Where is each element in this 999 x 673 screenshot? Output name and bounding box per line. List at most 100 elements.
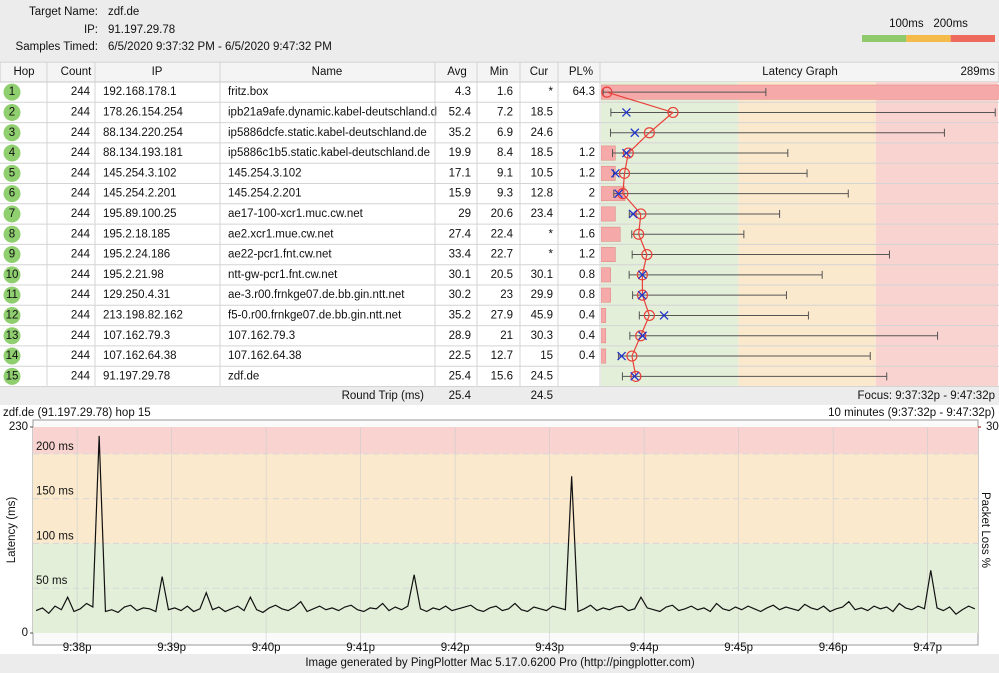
x-tick-label: 9:39p xyxy=(157,642,186,654)
avg-marker xyxy=(633,228,645,240)
cell-count: 244 xyxy=(71,147,91,159)
cell-ip: 213.198.82.162 xyxy=(103,309,183,321)
cell-count: 244 xyxy=(71,350,91,362)
y-axis-label: Latency (ms) xyxy=(6,497,18,564)
table-header xyxy=(0,61,999,83)
cell-avg: 19.9 xyxy=(449,147,471,159)
cell-count: 244 xyxy=(71,309,91,321)
cell-name: ae2.xcr1.mue.cw.net xyxy=(228,228,334,240)
ip-label: IP: xyxy=(84,24,98,36)
round-trip-cur: 24.5 xyxy=(531,390,553,402)
cell-cur: 24.6 xyxy=(531,127,553,139)
cell-hop: 3 xyxy=(9,127,15,139)
cell-avg: 15.9 xyxy=(449,188,471,200)
packet-loss-bar xyxy=(601,226,621,242)
hop-badge xyxy=(3,144,21,162)
cell-count: 244 xyxy=(71,249,91,261)
cell-min: 22.7 xyxy=(491,249,513,261)
cur-marker xyxy=(630,371,640,381)
cell-hop: 6 xyxy=(9,188,15,200)
x-tick-label: 9:46p xyxy=(819,642,848,654)
cell-min: 20.6 xyxy=(491,208,513,220)
x-tick-label: 9:41p xyxy=(346,642,375,654)
avg-marker xyxy=(626,350,638,362)
cur-marker xyxy=(628,209,638,219)
samples-value: 6/5/2020 9:37:32 PM - 6/5/2020 9:47:32 P… xyxy=(108,41,332,53)
cur-marker xyxy=(614,189,624,199)
y-tick-label: 50 ms xyxy=(36,575,68,587)
cell-min: 12.7 xyxy=(491,350,513,362)
cell-name: 145.254.3.102 xyxy=(228,167,302,179)
avg-marker xyxy=(635,208,647,220)
cell-hop: 5 xyxy=(9,167,15,179)
round-trip-label: Round Trip (ms) xyxy=(342,390,425,402)
cur-marker xyxy=(621,107,631,117)
cell-min: 15.6 xyxy=(491,370,513,382)
cell-hop: 13 xyxy=(6,330,19,342)
cell-name: fritz.box xyxy=(228,86,269,98)
cell-avg: 35.2 xyxy=(449,127,471,139)
cell-pl: 0.4 xyxy=(579,330,596,342)
cell-name: 107.162.64.38 xyxy=(228,350,302,362)
column-header: Min xyxy=(490,66,509,78)
cell-ip: 192.168.178.1 xyxy=(103,86,177,98)
cell-ip: 145.254.3.102 xyxy=(103,167,177,179)
cell-hop: 7 xyxy=(9,208,15,220)
cell-cur: 18.5 xyxy=(531,106,553,118)
hop-badge xyxy=(3,164,21,182)
cell-min: 22.4 xyxy=(491,228,514,240)
y-tick-label: 0 xyxy=(22,627,28,639)
cell-name: 107.162.79.3 xyxy=(228,330,295,342)
round-trip-row xyxy=(0,386,999,405)
cell-count: 244 xyxy=(71,370,91,382)
cell-pl: 1.2 xyxy=(579,147,595,159)
cell-name: ae-3.r00.frnkge07.de.bb.gin.ntt.net xyxy=(228,289,405,301)
cell-avg: 4.3 xyxy=(455,86,471,98)
hop-badge xyxy=(3,103,21,121)
hop-badge xyxy=(3,205,21,223)
column-header: Cur xyxy=(530,66,549,78)
cur-marker xyxy=(638,331,648,341)
cell-avg: 27.4 xyxy=(449,228,472,240)
packet-loss-bar xyxy=(601,308,607,323)
x-tick-label: 9:44p xyxy=(630,642,659,654)
cell-avg: 25.4 xyxy=(449,370,472,382)
cell-avg: 29 xyxy=(458,208,471,220)
legend-swatch xyxy=(950,35,995,42)
cell-min: 23 xyxy=(500,289,513,301)
column-header: Avg xyxy=(447,66,467,78)
cell-name: ntt-gw-pcr1.fnt.cw.net xyxy=(228,269,338,281)
cell-hop: 12 xyxy=(6,309,19,321)
cell-hop: 4 xyxy=(9,147,16,159)
avg-marker xyxy=(618,167,631,179)
cell-ip: 195.2.24.186 xyxy=(103,249,170,261)
cell-cur: 12.8 xyxy=(531,188,553,200)
cell-hop: 8 xyxy=(9,228,15,240)
cell-ip: 88.134.220.254 xyxy=(103,127,184,139)
cell-count: 244 xyxy=(71,127,91,139)
header-panel xyxy=(0,0,999,61)
cell-name: 145.254.2.201 xyxy=(228,188,302,200)
column-header: IP xyxy=(152,66,163,78)
chart-header xyxy=(0,405,999,421)
samples-label: Samples Timed: xyxy=(16,41,98,53)
avg-marker xyxy=(643,309,655,322)
cell-pl: 0.4 xyxy=(579,309,596,321)
packet-loss-bar xyxy=(601,348,607,364)
packet-loss-bar xyxy=(601,206,616,222)
cell-pl: 0.8 xyxy=(579,269,595,281)
cell-pl: 64.3 xyxy=(573,86,595,98)
avg-marker xyxy=(643,127,655,139)
cell-ip: 195.2.18.185 xyxy=(103,228,170,240)
legend-label: 100ms xyxy=(889,18,924,30)
column-header: Hop xyxy=(13,66,34,78)
avg-marker xyxy=(635,330,647,342)
cell-pl: 0.8 xyxy=(579,289,595,301)
hop-badge xyxy=(3,266,21,284)
column-header: PL% xyxy=(569,66,593,78)
avg-marker xyxy=(641,248,653,261)
cell-avg: 30.1 xyxy=(449,269,471,281)
cell-pl: 1.2 xyxy=(579,167,595,179)
cell-cur: 15 xyxy=(540,350,553,362)
